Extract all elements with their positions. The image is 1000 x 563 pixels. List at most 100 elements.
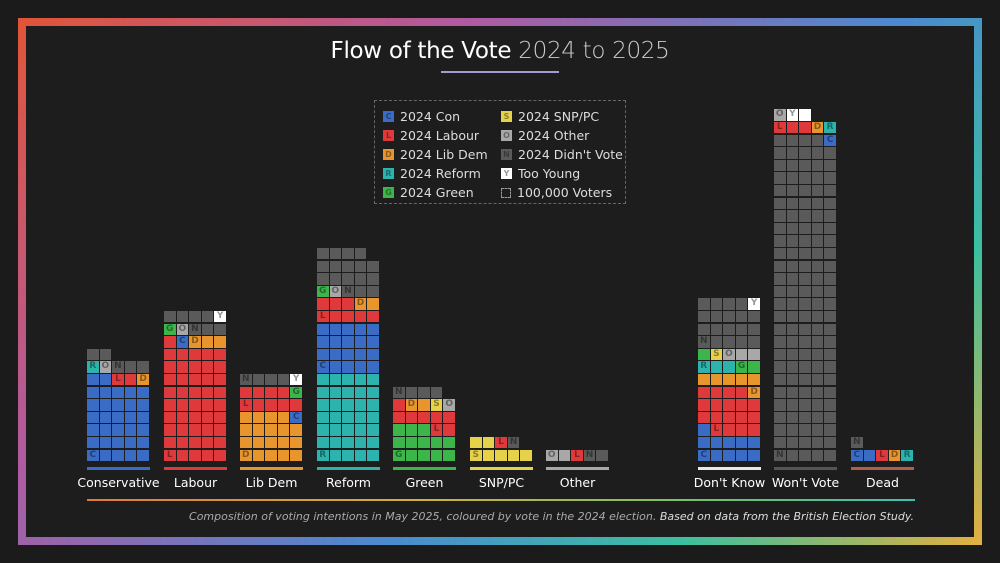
waffle-cell-N	[799, 399, 811, 411]
waffle-cell-C	[735, 436, 748, 449]
waffle-cell-N	[824, 348, 836, 361]
waffle-cell-N: N	[507, 436, 520, 449]
waffle-cell-N	[799, 285, 811, 298]
category-label: Green	[405, 475, 444, 490]
waffle-cell-N	[799, 361, 811, 373]
waffle-cell-N	[774, 411, 786, 424]
waffle-cell-D	[214, 336, 226, 348]
waffle-cell-N	[799, 273, 811, 285]
waffle-cell-N	[774, 210, 786, 222]
waffle-cell-N	[799, 184, 811, 197]
bar-underline	[470, 467, 533, 470]
bar-underline	[393, 467, 456, 470]
waffle-cell-D	[277, 424, 290, 436]
waffle-cell-N	[811, 336, 824, 348]
waffle-cell-N	[799, 210, 811, 222]
waffle-cell-N	[735, 298, 748, 310]
waffle-cell-D	[735, 373, 748, 386]
waffle-cell-R	[367, 411, 379, 424]
waffle-cell-N	[799, 197, 811, 209]
waffle-cell-L	[164, 336, 176, 348]
waffle-cell-R	[342, 449, 354, 461]
waffle-cell-N	[811, 210, 824, 222]
waffle-cell-L	[443, 411, 455, 424]
waffle-cell-G: G	[393, 449, 405, 461]
waffle-cell-D	[201, 336, 214, 348]
waffle-cell-D	[277, 436, 290, 449]
legend-label: 2024 Con	[400, 109, 461, 124]
waffle-cell-L	[748, 399, 760, 411]
waffle-cell-C	[99, 411, 112, 424]
waffle-cell-C	[698, 424, 710, 436]
waffle-cell-L	[277, 386, 290, 398]
waffle-cell-N	[811, 298, 824, 310]
waffle-cell-N	[723, 323, 735, 335]
waffle-cell-N	[824, 361, 836, 373]
waffle-cell-L	[265, 399, 277, 411]
waffle-cell-N	[799, 235, 811, 247]
waffle-cell-C	[863, 449, 876, 461]
waffle-cell-C: C	[851, 449, 863, 461]
waffle-cell-G	[748, 361, 760, 373]
waffle-cell-L	[176, 386, 189, 398]
waffle-cell-N	[735, 310, 748, 323]
legend-swatch	[501, 187, 511, 198]
waffle-cell-N	[137, 361, 149, 373]
waffle-cell-N	[811, 147, 824, 159]
waffle-cell-R	[354, 386, 367, 398]
waffle-cell-N	[786, 424, 799, 436]
waffle-cell-N	[799, 247, 811, 260]
waffle-cell-N	[367, 273, 379, 285]
waffle-cell-R	[329, 436, 342, 449]
waffle-cell-G	[405, 424, 418, 436]
waffle-cell-N: N	[342, 285, 354, 298]
waffle-cell-L	[189, 424, 201, 436]
waffle-cell-O	[735, 348, 748, 361]
waffle-cell-N	[799, 424, 811, 436]
waffle-cell-G	[393, 424, 405, 436]
waffle-cell-N	[774, 336, 786, 348]
waffle-cell-N	[418, 386, 430, 398]
waffle-cell-N: N	[189, 323, 201, 335]
waffle-cell-L	[189, 373, 201, 386]
waffle-cell-R	[329, 399, 342, 411]
waffle-cell-C	[367, 348, 379, 361]
title-sub: 2024 to 2025	[518, 38, 670, 64]
waffle-cell-D	[265, 436, 277, 449]
waffle-cell-C	[99, 436, 112, 449]
waffle-cell-C	[124, 436, 137, 449]
waffle-cell-L	[698, 386, 710, 398]
legend-item: 100,000 Voters	[501, 185, 612, 200]
waffle-cell-N	[774, 298, 786, 310]
waffle-cell-D: D	[811, 121, 824, 134]
waffle-cell-N	[811, 235, 824, 247]
waffle-cell-N	[87, 348, 99, 361]
waffle-cell-Y	[799, 109, 811, 121]
waffle-cell-N	[124, 361, 137, 373]
waffle-cell-O: O	[546, 449, 558, 461]
waffle-cell-N	[824, 222, 836, 235]
waffle-cell-N	[786, 134, 799, 146]
legend-label: 2024 Other	[518, 128, 590, 143]
waffle-cell-N	[824, 285, 836, 298]
waffle-cell-L	[176, 411, 189, 424]
waffle-cell-G	[443, 449, 455, 461]
waffle-cell-N: N	[774, 449, 786, 461]
waffle-cell-L	[342, 310, 354, 323]
waffle-cell-C: C	[176, 336, 189, 348]
waffle-cell-L	[214, 373, 226, 386]
waffle-cell-N: N	[851, 436, 863, 449]
waffle-cell-R	[367, 436, 379, 449]
waffle-cell-L	[443, 424, 455, 436]
waffle-cell-N	[774, 159, 786, 172]
waffle-cell-C	[317, 336, 329, 348]
waffle-cell-L	[290, 399, 302, 411]
waffle-cell-R	[723, 361, 735, 373]
waffle-cell-N	[799, 386, 811, 398]
waffle-cell-C	[87, 424, 99, 436]
waffle-cell-C	[112, 436, 124, 449]
waffle-cell-N	[430, 386, 443, 398]
waffle-cell-L	[735, 399, 748, 411]
bar-underline	[87, 467, 150, 470]
waffle-cell-C	[329, 336, 342, 348]
